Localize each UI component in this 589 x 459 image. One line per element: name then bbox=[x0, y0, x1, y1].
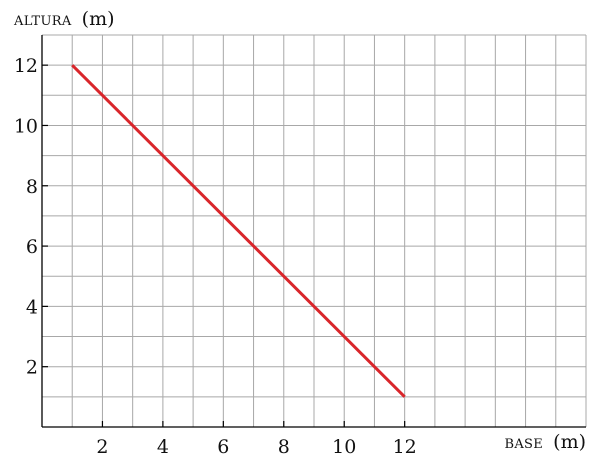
y-tick-label: 2 bbox=[26, 357, 38, 379]
x-tick-label: 6 bbox=[217, 436, 229, 458]
series-layer bbox=[71, 64, 406, 398]
x-tick-label: 8 bbox=[278, 436, 290, 458]
y-axis-title-main: ALTURA bbox=[13, 14, 72, 29]
y-tick-label: 6 bbox=[26, 236, 38, 258]
y-ticks: 2 4 6 8 10 12 bbox=[14, 55, 48, 379]
y-tick-label: 10 bbox=[14, 115, 38, 137]
y-axis-title-unit: (m) bbox=[82, 8, 115, 30]
y-axis-title: ALTURA (m) bbox=[13, 8, 115, 30]
x-ticks: 2 4 6 8 10 12 bbox=[96, 421, 417, 458]
x-tick-label: 10 bbox=[332, 436, 356, 458]
axes bbox=[41, 35, 586, 428]
series-line bbox=[71, 64, 406, 398]
grid bbox=[42, 34, 587, 427]
x-axis-title-main: BASE bbox=[505, 437, 544, 452]
y-tick-label: 12 bbox=[14, 55, 38, 77]
x-axis-title: BASE (m) bbox=[505, 431, 586, 453]
x-tick-label: 2 bbox=[96, 436, 108, 458]
x-tick-label: 4 bbox=[157, 436, 169, 458]
x-axis-title-unit: (m) bbox=[553, 431, 586, 453]
y-tick-label: 4 bbox=[26, 296, 38, 318]
x-tick-label: 12 bbox=[393, 436, 417, 458]
y-tick-label: 8 bbox=[26, 176, 38, 198]
